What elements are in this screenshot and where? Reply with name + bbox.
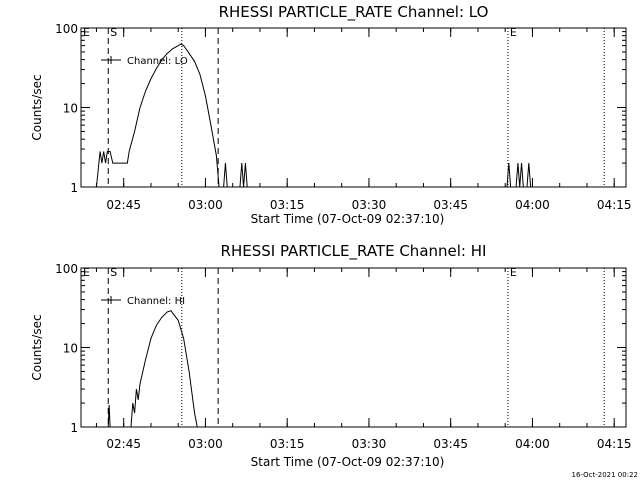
x-tick-label: 03:45: [433, 437, 468, 451]
y-tick-label: 1: [70, 421, 78, 435]
legend-label: Channel: LO: [127, 56, 188, 67]
x-tick-label: 03:15: [270, 437, 305, 451]
series-line: [95, 43, 626, 188]
event-marker-label: E: [510, 266, 517, 279]
x-tick-label: 03:45: [433, 198, 468, 212]
y-axis-label: Counts/sec: [30, 74, 44, 140]
legend-label: Channel: HI: [127, 296, 185, 307]
chart-title: RHESSI PARTICLE_RATE Channel: HI: [221, 242, 487, 261]
event-marker-label: S: [110, 26, 117, 39]
chart-title: RHESSI PARTICLE_RATE Channel: LO: [219, 3, 489, 22]
event-marker-label: E: [510, 26, 517, 39]
x-axis-label: Start Time (07-Oct-09 02:37:10): [251, 455, 445, 469]
y-tick-label: 10: [63, 342, 78, 356]
plot-frame: [80, 27, 627, 188]
event-marker-label: E: [83, 26, 90, 39]
x-tick-label: 03:30: [352, 198, 387, 212]
event-marker-label: E: [83, 266, 90, 279]
plot-frame: [80, 267, 627, 428]
x-axis-label: Start Time (07-Oct-09 02:37:10): [251, 212, 445, 226]
x-tick-label: 03:00: [188, 198, 223, 212]
x-tick-label: 04:00: [515, 437, 550, 451]
x-tick-label: 02:45: [106, 198, 141, 212]
x-tick-label: 04:00: [515, 198, 550, 212]
x-tick-label: 04:15: [597, 437, 632, 451]
generation-timestamp: 16-Oct-2021 00:22: [572, 471, 638, 479]
series-line: [107, 310, 198, 428]
event-marker-label: S: [110, 266, 117, 279]
y-tick-label: 100: [55, 22, 78, 36]
x-tick-label: 04:15: [597, 198, 632, 212]
y-tick-label: 100: [55, 262, 78, 276]
chart-panel-hi: RHESSI PARTICLE_RATE Channel: HI 1 10 100 02…: [30, 242, 631, 469]
y-axis-label: Counts/sec: [30, 314, 44, 380]
x-tick-label: 03:30: [352, 437, 387, 451]
y-tick-label: 1: [70, 181, 78, 195]
y-tick-label: 10: [63, 102, 78, 116]
x-tick-label: 03:00: [188, 437, 223, 451]
chart-panel-lo: RHESSI PARTICLE_RATE Channel: LO 1 10 100 02…: [30, 3, 631, 226]
x-tick-label: 03:15: [270, 198, 305, 212]
x-tick-label: 02:45: [106, 437, 141, 451]
